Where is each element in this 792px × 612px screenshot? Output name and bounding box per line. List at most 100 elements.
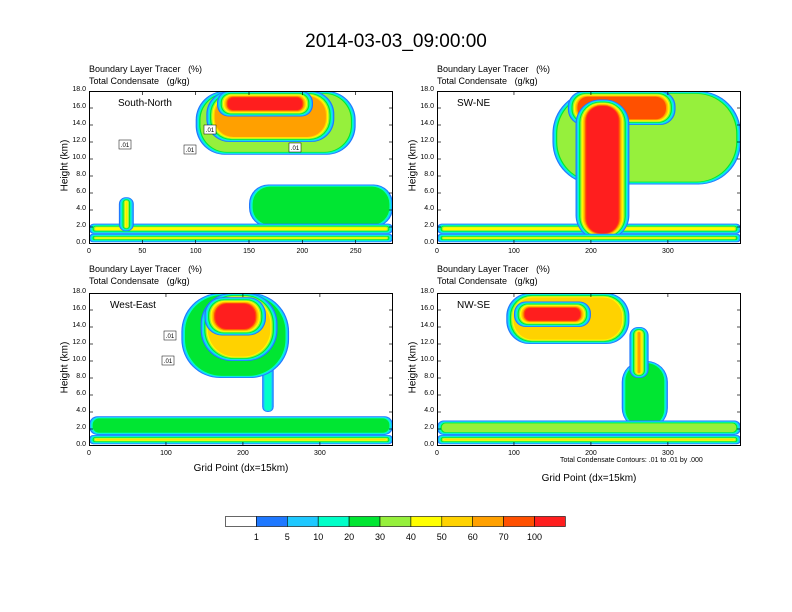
y-tick-label: 2.0 bbox=[424, 222, 434, 229]
x-tick-label: 100 bbox=[160, 450, 172, 457]
condensate-unit: (g/kg) bbox=[166, 276, 190, 286]
condensate-label: Total Condensate bbox=[437, 76, 508, 86]
panel-west-east: .01 .01 bbox=[89, 293, 393, 446]
svg-text:.01: .01 bbox=[164, 359, 173, 365]
tracer-unit: (%) bbox=[536, 264, 551, 274]
panel-header-3: Boundary Layer Tracer (%) Total Condensa… bbox=[89, 263, 202, 287]
y-tick-label: 18.0 bbox=[72, 288, 86, 295]
y-tick-label: 0.0 bbox=[424, 441, 434, 448]
x-tick-label: 0 bbox=[435, 450, 439, 457]
panel-nw-se: .01.01 bbox=[437, 293, 741, 446]
y-tick-label: 14.0 bbox=[72, 322, 86, 329]
tracer-fill bbox=[215, 303, 256, 330]
condensate-label: Total Condensate bbox=[89, 76, 160, 86]
y-tick-label: 16.0 bbox=[420, 103, 434, 110]
y-tick-label: 6.0 bbox=[76, 390, 86, 397]
x-tick-label: 100 bbox=[189, 248, 202, 255]
plot-frame bbox=[437, 91, 741, 244]
y-tick-label: 2.0 bbox=[424, 424, 434, 431]
tracer-unit: (%) bbox=[536, 64, 551, 74]
panel-header-line1: Boundary Layer Tracer (%) bbox=[89, 63, 202, 75]
y-tick-label: 10.0 bbox=[72, 356, 86, 363]
panel-header-line2: Total Condensate (g/kg) bbox=[437, 75, 550, 87]
panel-south-north: .01 .01 .01 .01 bbox=[89, 91, 393, 244]
y-tick-label: 10.0 bbox=[72, 154, 86, 161]
x-axis-label-right: Grid Point (dx=15km) bbox=[541, 473, 637, 484]
colorbar-swatch bbox=[348, 516, 381, 527]
panel-name-west-east: West-East bbox=[110, 300, 156, 311]
y-tick-label: 14.0 bbox=[420, 322, 434, 329]
svg-text:.01: .01 bbox=[121, 143, 130, 149]
x-tick-label: 200 bbox=[296, 248, 309, 255]
svg-text:.01: .01 bbox=[206, 128, 215, 134]
tracer-label: Boundary Layer Tracer bbox=[89, 264, 181, 274]
y-tick-label: 12.0 bbox=[420, 339, 434, 346]
panel-header-4: Boundary Layer Tracer (%) Total Condensa… bbox=[437, 263, 550, 287]
y-tick-label: 8.0 bbox=[424, 171, 434, 178]
colorbar-label: 40 bbox=[406, 532, 416, 542]
x-tick-label: 100 bbox=[508, 248, 520, 255]
plot-frame bbox=[89, 293, 393, 446]
y-tick-label: 4.0 bbox=[76, 407, 86, 414]
x-tick-label: 50 bbox=[138, 248, 147, 255]
contour-label: .01 bbox=[118, 139, 132, 150]
x-tick-label: 200 bbox=[237, 450, 249, 457]
y-tick-label: 6.0 bbox=[424, 390, 434, 397]
y-tick-label: 12.0 bbox=[72, 137, 86, 144]
panel-header-1: Boundary Layer Tracer (%) Total Condensa… bbox=[89, 63, 202, 87]
panel-header-line2: Total Condensate (g/kg) bbox=[437, 275, 550, 287]
colorbar-label: 20 bbox=[344, 532, 354, 542]
y-tick-label: 0.0 bbox=[76, 239, 86, 246]
x-tick-label: 300 bbox=[662, 450, 674, 457]
tracer-fill bbox=[95, 227, 387, 231]
colorbar-swatch bbox=[286, 516, 319, 527]
page-title: 2014-03-03_09:00:00 bbox=[305, 31, 487, 52]
tracer-unit: (%) bbox=[188, 64, 203, 74]
colorbar-label: 100 bbox=[527, 532, 542, 542]
contour-label: .01 bbox=[163, 330, 177, 341]
colorbar-label: 30 bbox=[375, 532, 385, 542]
tracer-fill bbox=[92, 418, 390, 433]
condensate-unit: (g/kg) bbox=[514, 76, 538, 86]
y-tick-label: 14.0 bbox=[72, 120, 86, 127]
y-tick-label: 8.0 bbox=[424, 373, 434, 380]
condensate-unit: (g/kg) bbox=[514, 276, 538, 286]
panel-header-line1: Boundary Layer Tracer (%) bbox=[437, 263, 550, 275]
tracer-fill bbox=[227, 97, 303, 111]
tracer-fill bbox=[126, 201, 127, 227]
contour-note: Total Condensate Contours: .01 to .01 by… bbox=[560, 457, 703, 464]
y-tick-label: 2.0 bbox=[76, 222, 86, 229]
colorbar-label: 60 bbox=[468, 532, 478, 542]
contour-label: .01 bbox=[288, 142, 302, 153]
x-tick-label: 100 bbox=[508, 450, 520, 457]
y-tick-label: 10.0 bbox=[420, 356, 434, 363]
colorbar-swatch bbox=[472, 516, 504, 527]
y-tick-label: 4.0 bbox=[424, 205, 434, 212]
condensate-label: Total Condensate bbox=[89, 276, 160, 286]
colorbar-swatch bbox=[317, 516, 350, 527]
y-tick-label: 12.0 bbox=[420, 137, 434, 144]
x-tick-label: 0 bbox=[87, 450, 91, 457]
colorbar-swatch bbox=[441, 516, 474, 527]
y-tick-label: 2.0 bbox=[76, 424, 86, 431]
svg-text:.01: .01 bbox=[291, 146, 300, 152]
colorbar-swatch bbox=[410, 516, 443, 527]
tracer-fill bbox=[443, 237, 735, 239]
svg-text:.01: .01 bbox=[166, 334, 175, 340]
y-tick-label: 8.0 bbox=[76, 373, 86, 380]
x-tick-label: 150 bbox=[243, 248, 255, 255]
y-tick-label: 18.0 bbox=[420, 288, 434, 295]
colorbar-swatch bbox=[225, 516, 257, 527]
colorbar-label: 10 bbox=[313, 532, 323, 542]
tracer-fill bbox=[95, 237, 387, 239]
colorbar-swatch bbox=[379, 516, 412, 527]
tracer-label: Boundary Layer Tracer bbox=[89, 64, 181, 74]
contour-label: .01 bbox=[203, 124, 217, 135]
colorbar-label: 70 bbox=[499, 532, 509, 542]
tracer-unit: (%) bbox=[188, 264, 203, 274]
y-tick-label: 6.0 bbox=[76, 188, 86, 195]
y-tick-label: 0.0 bbox=[424, 239, 434, 246]
y-tick-label: 12.0 bbox=[72, 339, 86, 346]
x-tick-label: 200 bbox=[585, 450, 597, 457]
x-tick-label: 250 bbox=[349, 248, 362, 255]
